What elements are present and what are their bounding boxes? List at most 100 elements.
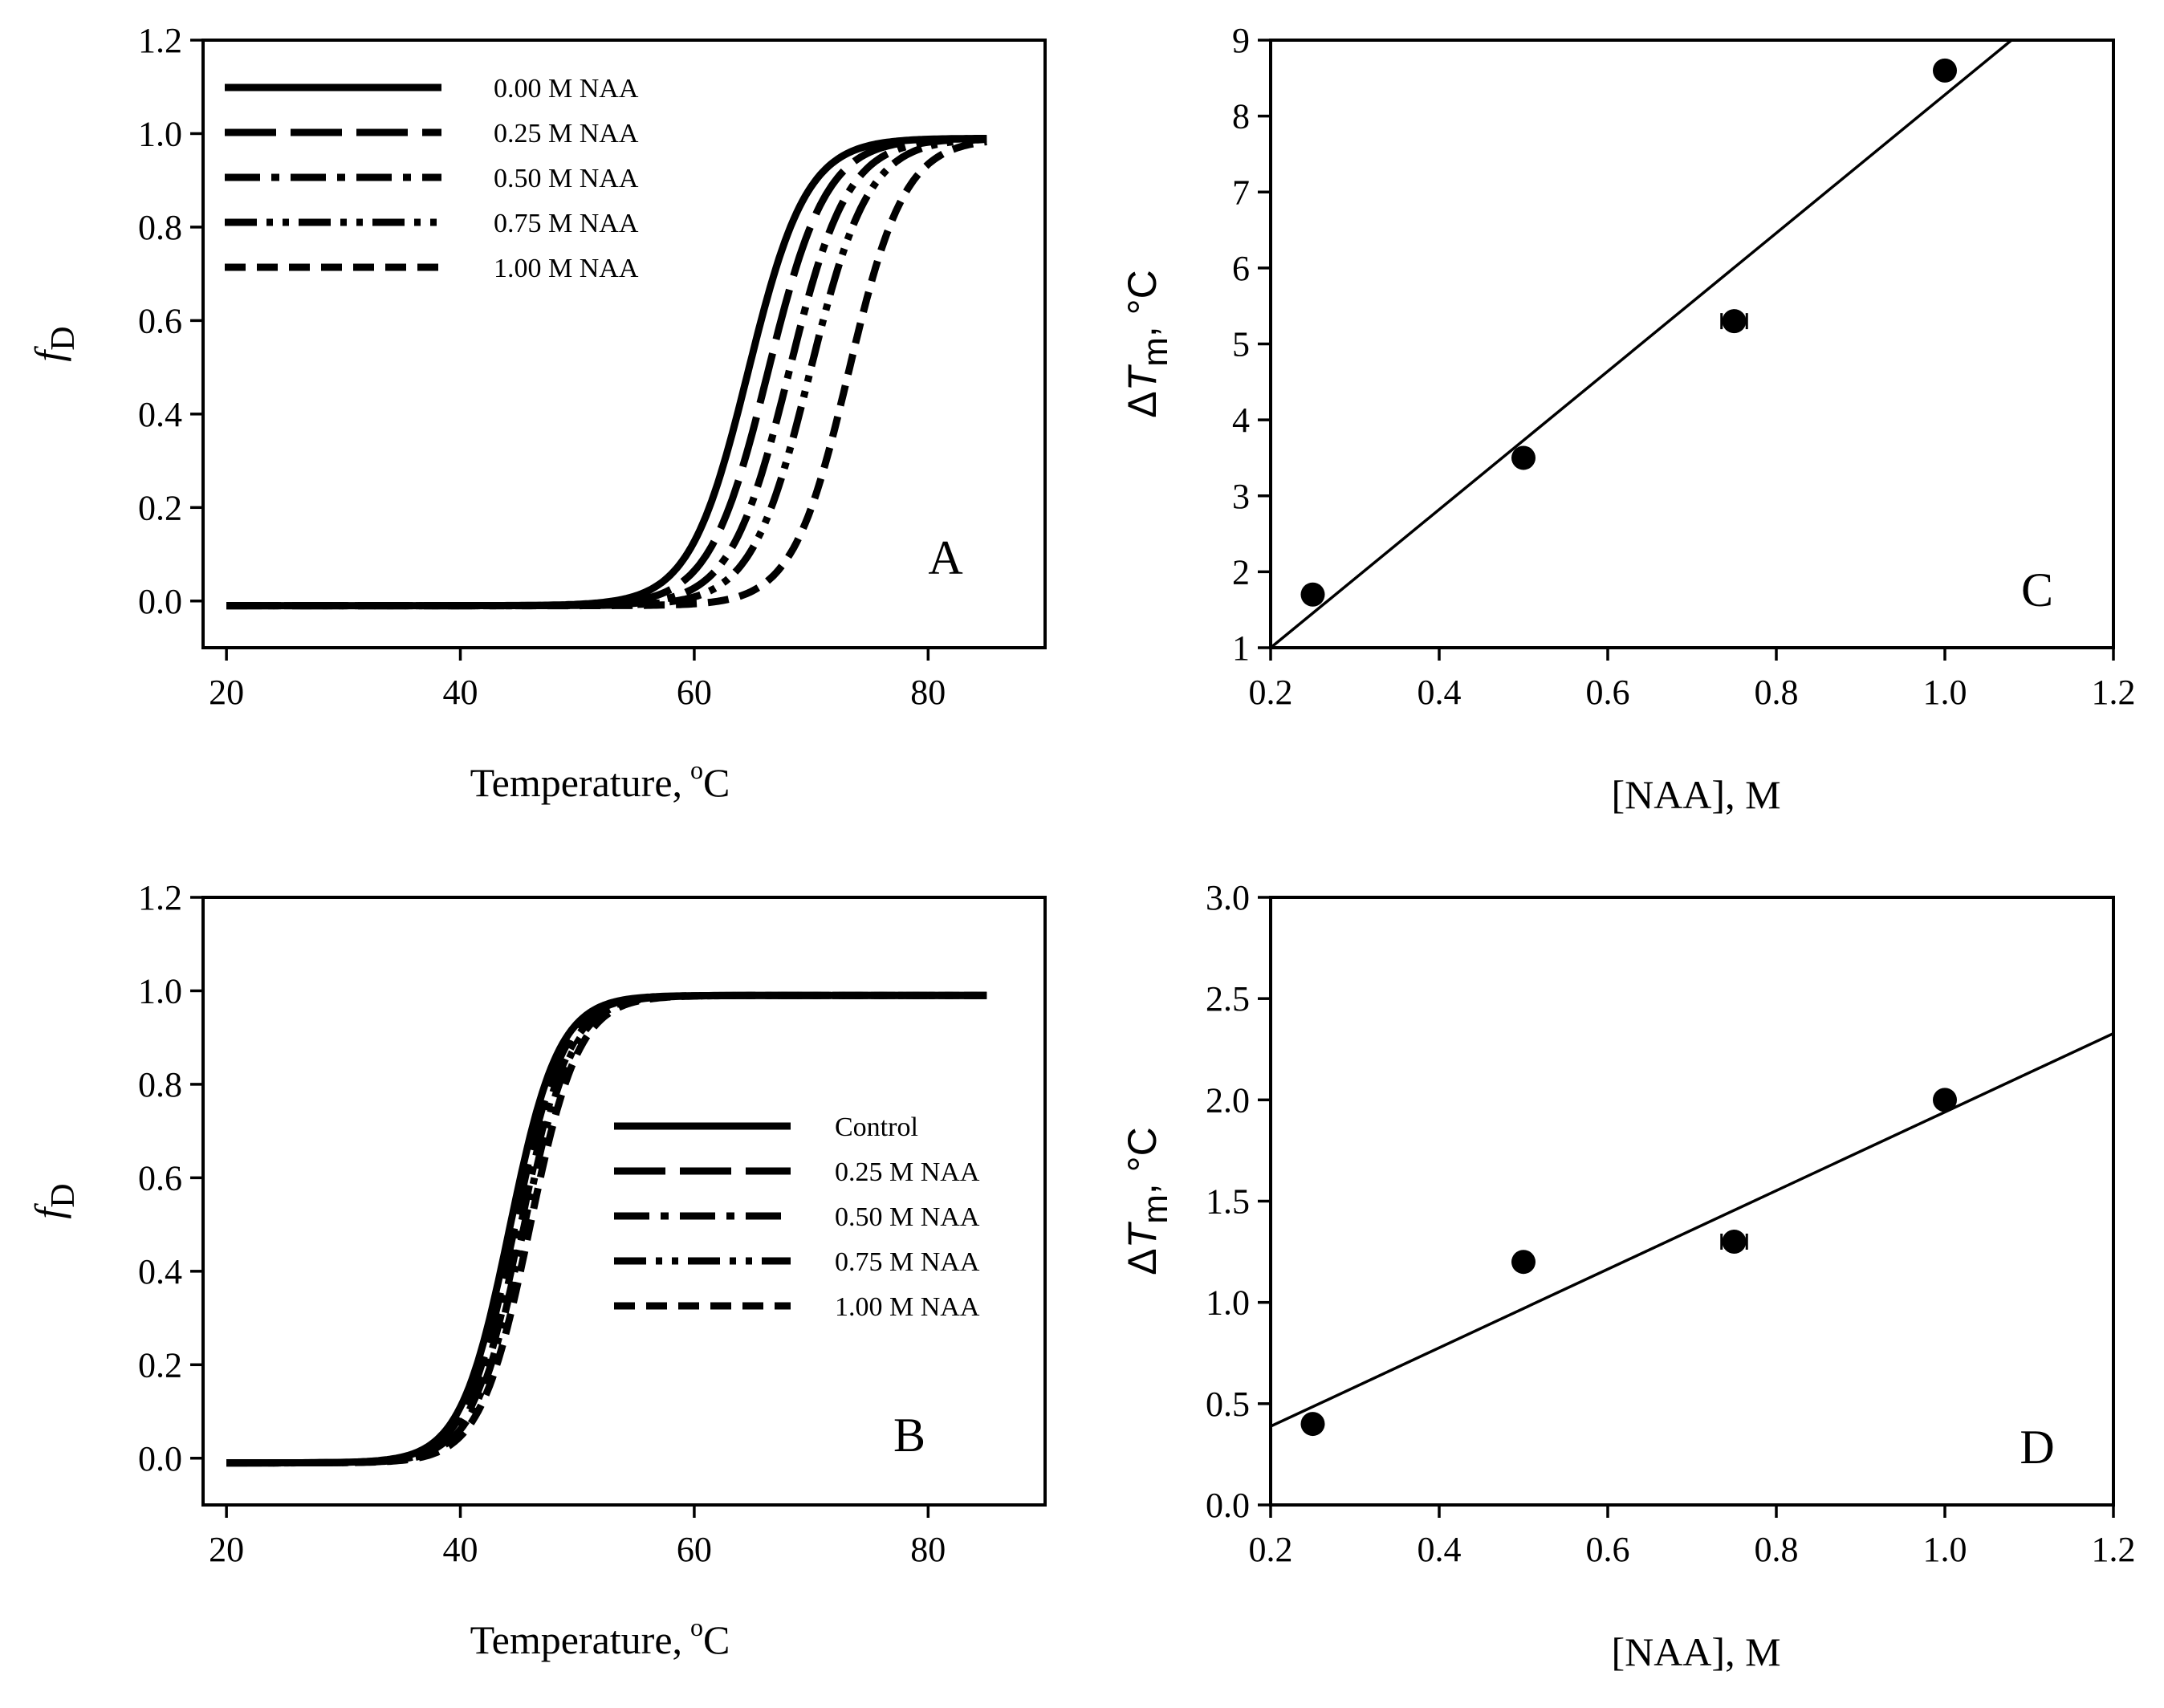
- data-point: [1933, 58, 1957, 83]
- y-tick-label: 1.0: [1206, 1283, 1250, 1323]
- x-tick-label: 60: [677, 673, 712, 712]
- y-tick-label: 1.0: [138, 971, 182, 1011]
- y-tick-label: 3.0: [1206, 878, 1250, 917]
- data-point: [1722, 1229, 1747, 1254]
- x-axis-title: Temperature, oC: [470, 1612, 730, 1662]
- y-tick-label: 0.8: [138, 1065, 182, 1104]
- y-tick-label: 0.6: [138, 1158, 182, 1198]
- y-tick-label: 1.0: [138, 114, 182, 153]
- x-axis-title: [NAA], M: [1611, 1629, 1780, 1674]
- legend: 0.00 M NAA 0.25 M NAA 0.50 M NAA 0.75 M NAA…: [225, 74, 639, 283]
- y-tick-label: 0.0: [138, 582, 182, 621]
- y-axis-sub: m: [1136, 1194, 1175, 1224]
- x-axis-unit: C: [703, 1617, 730, 1662]
- series-line: [226, 136, 987, 610]
- x-tick-label: 0.2: [1249, 673, 1293, 712]
- x-axis-title: Temperature, oC: [470, 755, 730, 805]
- degree-sign: o: [690, 755, 703, 784]
- y-tick-label: 1: [1232, 628, 1250, 668]
- y-axis-delta: Δ: [1120, 1248, 1165, 1275]
- data-point: [1511, 1250, 1536, 1275]
- y-tick-label: 3: [1232, 477, 1250, 516]
- x-tick-label: 0.6: [1586, 673, 1630, 712]
- x-tick-label: 40: [443, 1530, 478, 1569]
- y-axis-title: ΔTm, °C: [1120, 270, 1175, 418]
- data-point: [1300, 1412, 1325, 1437]
- x-tick-label: 80: [910, 673, 946, 712]
- x-tick-label: 0.8: [1755, 673, 1799, 712]
- y-axis-delta: Δ: [1120, 391, 1165, 417]
- legend-label: 0.50 M NAA: [494, 164, 639, 193]
- legend-label: 0.25 M NAA: [835, 1157, 980, 1187]
- x-axis-title-text: Temperature,: [470, 1617, 682, 1662]
- plot-frame: [1269, 39, 2115, 649]
- panel-B: 20 40 60 80 0.0 0.2 0.4 0.6 0.8 1.0 1.2 Control 0.25…: [26, 878, 1047, 1662]
- panel-letter: B: [893, 1409, 925, 1462]
- series-line: [226, 991, 987, 1467]
- y-tick-label: 8: [1232, 97, 1250, 136]
- y-tick-label: 0.2: [138, 1345, 182, 1385]
- y-axis-title: ΔTm, °C: [1120, 1127, 1175, 1275]
- data-point: [1300, 582, 1325, 607]
- x-tick-label: 60: [677, 1530, 712, 1569]
- y-axis-unit: , °C: [1120, 270, 1165, 337]
- plot-frame: [1269, 896, 2115, 1507]
- panel-A: 20 40 60 800.00.20.40.60.81.01.20.00 M NAA0…: [26, 21, 1047, 805]
- x-tick-label: 20: [209, 673, 244, 712]
- y-axis-title-sub: D: [45, 1183, 82, 1207]
- fit-line: [1271, 1031, 2113, 1428]
- legend-label: 1.00 M NAA: [494, 254, 639, 283]
- x-tick-label: 1.2: [2092, 673, 2136, 712]
- legend-label: 0.25 M NAA: [494, 119, 639, 148]
- y-tick-label: 2: [1232, 552, 1250, 592]
- y-axis-unit: , °C: [1120, 1127, 1165, 1194]
- x-axis-unit: C: [703, 760, 730, 805]
- plot-frame: [201, 896, 1047, 1507]
- fit-line: [1271, 40, 2014, 648]
- x-tick-label: 0.6: [1586, 1530, 1630, 1569]
- series-line: [226, 138, 987, 610]
- y-tick-label: 7: [1232, 173, 1250, 212]
- y-axis-T: T: [1120, 1221, 1165, 1248]
- y-tick-label: 1.2: [138, 878, 182, 917]
- x-tick-label: 0.4: [1418, 1530, 1462, 1569]
- y-tick-label: 0.5: [1206, 1385, 1250, 1424]
- panel-letter: A: [928, 531, 962, 584]
- y-tick-label: 2.0: [1206, 1080, 1250, 1120]
- y-axis-title-sub: D: [45, 326, 82, 350]
- data-point: [1511, 445, 1536, 470]
- y-tick-label: 0.4: [138, 1252, 182, 1291]
- plot-frame: [201, 39, 1047, 649]
- y-tick-label: 4: [1232, 401, 1250, 440]
- legend-label: 0.00 M NAA: [494, 74, 639, 104]
- x-tick-label: 1.0: [1923, 1530, 1967, 1569]
- legend-label: 1.00 M NAA: [835, 1292, 980, 1322]
- y-axis-sub: m: [1136, 337, 1175, 367]
- x-axis-title-text: Temperature,: [470, 760, 682, 805]
- y-axis-T: T: [1120, 364, 1165, 391]
- x-tick-label: 1.0: [1923, 673, 1967, 712]
- y-tick-label: 0.4: [138, 395, 182, 434]
- y-axis-title: fD: [26, 326, 82, 361]
- y-tick-label: 5: [1232, 325, 1250, 364]
- data-point: [1722, 309, 1747, 334]
- panel-D: 0.2 0.4 0.6 0.8 1.0 1.2 0.0 0.5 1.0 1.5 2.0 2.5 3.0 D…: [1120, 878, 2136, 1674]
- legend: Control 0.25 M NAA 0.50 M NAA 0.75 M NAA 1.0…: [614, 1112, 980, 1322]
- x-tick-label: 40: [443, 673, 478, 712]
- y-tick-label: 6: [1232, 249, 1250, 288]
- x-tick-label: 80: [910, 1530, 946, 1569]
- y-tick-label: 2.5: [1206, 979, 1250, 1019]
- y-tick-label: 0.2: [138, 488, 182, 527]
- y-axis-title: fD: [26, 1183, 82, 1218]
- y-tick-label: 1.5: [1206, 1182, 1250, 1222]
- x-axis-title: [NAA], M: [1611, 772, 1780, 817]
- panel-letter: D: [2020, 1421, 2054, 1474]
- x-tick-label: 20: [209, 1530, 244, 1569]
- y-tick-label: 0.0: [1206, 1486, 1250, 1525]
- y-tick-label: 1.2: [138, 21, 182, 60]
- degree-sign: o: [690, 1612, 703, 1641]
- y-tick-label: 0.0: [138, 1439, 182, 1478]
- legend-label: Control: [835, 1112, 918, 1142]
- x-tick-label: 0.2: [1249, 1530, 1293, 1569]
- x-tick-label: 1.2: [2092, 1530, 2136, 1569]
